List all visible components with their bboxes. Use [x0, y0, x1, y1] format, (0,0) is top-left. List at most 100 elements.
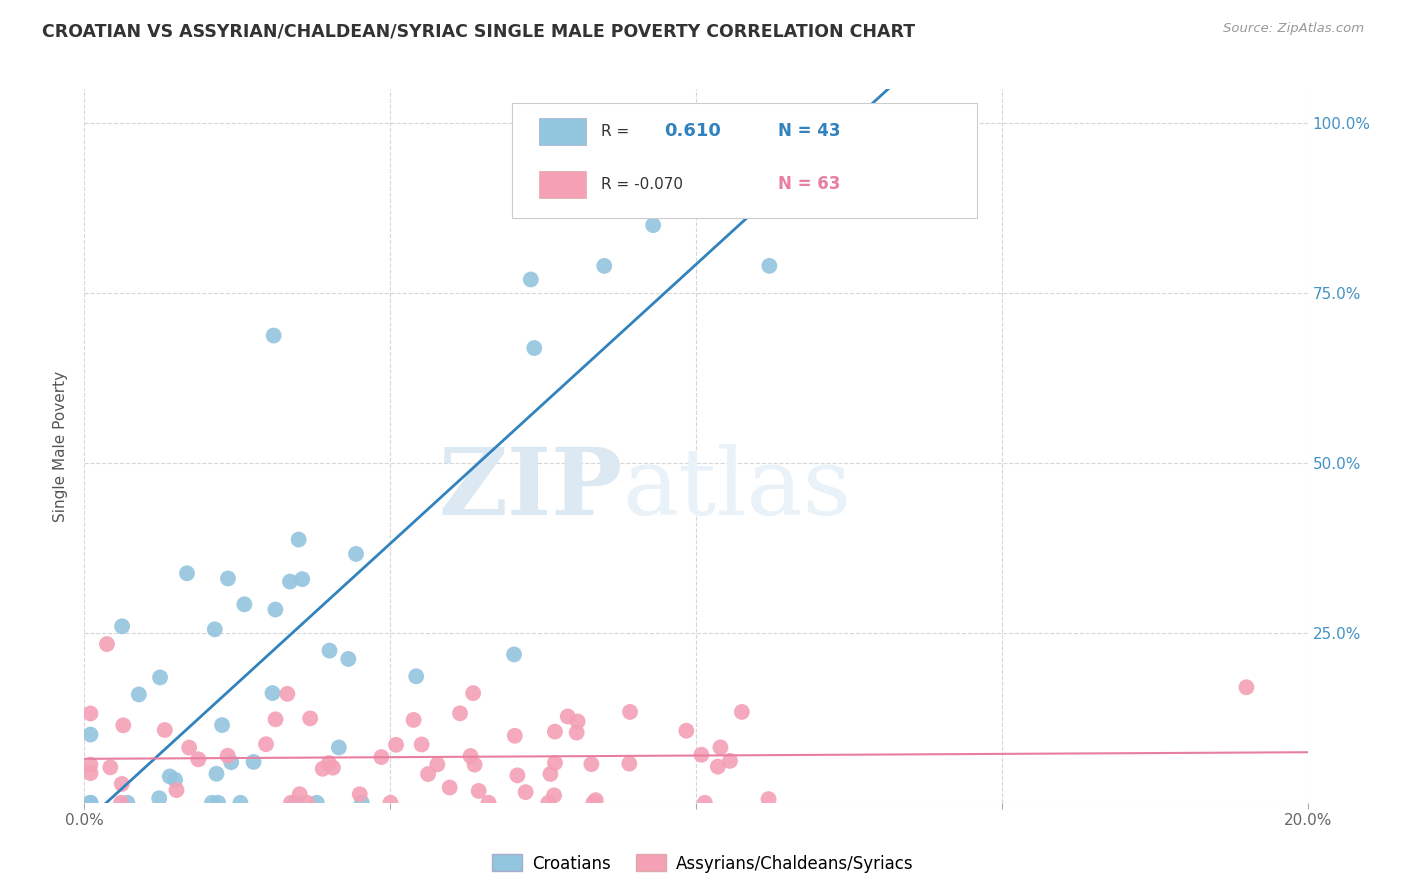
Point [159, 769, 181, 783]
Point [217, 571, 239, 585]
Point [380, 796, 402, 810]
Point [557, 709, 579, 723]
Point [187, 752, 209, 766]
Point [262, 686, 284, 700]
Point [337, 652, 360, 666]
Point [149, 670, 172, 684]
Point [207, 796, 229, 810]
Point [254, 737, 277, 751]
Point [385, 738, 408, 752]
FancyBboxPatch shape [513, 103, 977, 218]
Point [758, 259, 780, 273]
Point [619, 705, 641, 719]
Point [402, 713, 425, 727]
Point [305, 796, 328, 810]
Text: N = 43: N = 43 [778, 122, 841, 140]
Point [322, 761, 344, 775]
Point [585, 793, 607, 807]
Point [520, 272, 543, 286]
Point [128, 688, 150, 702]
Point [709, 740, 731, 755]
Point [295, 796, 318, 810]
Point [477, 796, 499, 810]
Point [179, 740, 201, 755]
Point [148, 791, 170, 805]
FancyBboxPatch shape [540, 170, 586, 198]
Point [503, 729, 526, 743]
Point [112, 718, 135, 732]
Point [165, 772, 187, 787]
Point [464, 757, 486, 772]
Point [79, 796, 101, 810]
Point [264, 602, 287, 616]
Point [619, 756, 641, 771]
Point [523, 341, 546, 355]
Point [328, 740, 350, 755]
Point [1236, 680, 1258, 694]
Point [731, 705, 754, 719]
Point [263, 328, 285, 343]
Point [284, 796, 307, 810]
Point [460, 749, 482, 764]
Point [117, 796, 139, 810]
Point [506, 768, 529, 782]
Point [280, 796, 302, 810]
Text: Source: ZipAtlas.com: Source: ZipAtlas.com [1223, 22, 1364, 36]
FancyBboxPatch shape [540, 118, 586, 145]
Point [312, 762, 335, 776]
Point [467, 784, 489, 798]
Point [565, 725, 588, 739]
Point [204, 623, 226, 637]
Point [350, 796, 373, 810]
Point [153, 723, 176, 737]
Point [205, 766, 228, 780]
Point [201, 796, 224, 810]
Point [543, 789, 565, 803]
Text: 0.610: 0.610 [664, 122, 721, 140]
Point [79, 706, 101, 721]
Point [503, 648, 526, 662]
Point [593, 259, 616, 273]
Point [544, 724, 567, 739]
Text: N = 63: N = 63 [778, 175, 841, 193]
Point [707, 759, 730, 773]
Point [520, 136, 543, 151]
Point [690, 747, 713, 762]
Point [582, 796, 605, 810]
Point [426, 757, 449, 772]
Point [287, 533, 309, 547]
Point [98, 760, 121, 774]
Y-axis label: Single Male Poverty: Single Male Poverty [53, 370, 69, 522]
Point [758, 792, 780, 806]
Point [79, 796, 101, 810]
Point [219, 755, 242, 769]
Point [685, 198, 707, 212]
Point [211, 718, 233, 732]
Point [242, 755, 264, 769]
Point [675, 723, 697, 738]
Text: R =: R = [600, 124, 628, 139]
Point [79, 757, 101, 772]
Point [318, 756, 340, 770]
Point [299, 711, 322, 725]
Point [264, 712, 287, 726]
Point [166, 783, 188, 797]
Point [79, 727, 101, 741]
Point [111, 777, 134, 791]
Point [567, 714, 589, 729]
Point [217, 748, 239, 763]
Point [411, 738, 433, 752]
Point [276, 687, 298, 701]
Point [544, 756, 567, 770]
Point [439, 780, 461, 795]
Point [537, 796, 560, 810]
Point [344, 547, 367, 561]
Point [318, 643, 340, 657]
Text: R = -0.070: R = -0.070 [600, 177, 682, 192]
Point [176, 566, 198, 581]
Point [370, 750, 392, 764]
Point [538, 767, 561, 781]
Point [288, 787, 311, 801]
Point [449, 706, 471, 721]
Text: ZIP: ZIP [439, 444, 623, 533]
